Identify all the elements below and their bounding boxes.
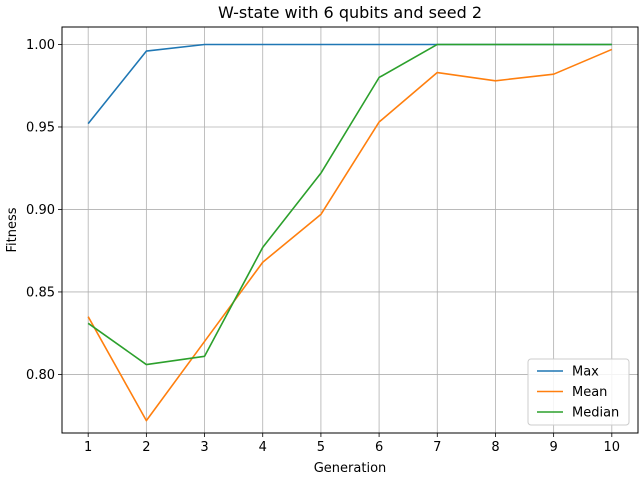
- x-tick-label: 2: [142, 440, 150, 455]
- y-tick-label: 0.80: [26, 368, 55, 383]
- x-tick-label: 10: [604, 440, 621, 455]
- x-tick-label: 5: [317, 440, 325, 455]
- legend: Max Mean Median: [527, 358, 630, 426]
- plot-frame: [61, 26, 639, 434]
- series-lines: [87, 43, 613, 422]
- y-tick-label: 0.95: [26, 120, 55, 135]
- legend-label-median: Median: [572, 406, 619, 421]
- series-line-median: [87, 43, 612, 366]
- x-tick-label: 1: [84, 440, 92, 455]
- legend-label-mean: Mean: [572, 385, 607, 400]
- y-axis-label: Fitness: [5, 207, 20, 252]
- y-tick-label: 0.85: [26, 285, 55, 300]
- x-tick-label: 6: [375, 440, 383, 455]
- x-tick-label: 4: [259, 440, 267, 455]
- x-tick-label: 8: [491, 440, 499, 455]
- legend-label-max: Max: [572, 365, 599, 380]
- axis-ticks: 1 2 3 4 5 6 7 8 9 10 0.80 0.85 0.90 0.95 1.00: [26, 38, 620, 455]
- y-tick-label: 1.00: [26, 38, 55, 53]
- x-tick-label: 9: [549, 440, 557, 455]
- chart-title: W-state with 6 qubits and seed 2: [218, 3, 482, 22]
- x-tick-label: 3: [200, 440, 208, 455]
- x-axis-label: Generation: [314, 461, 387, 476]
- x-tick-label: 7: [433, 440, 441, 455]
- y-tick-label: 0.90: [26, 203, 55, 218]
- series-line-mean: [87, 48, 613, 422]
- legend-box: [527, 358, 630, 426]
